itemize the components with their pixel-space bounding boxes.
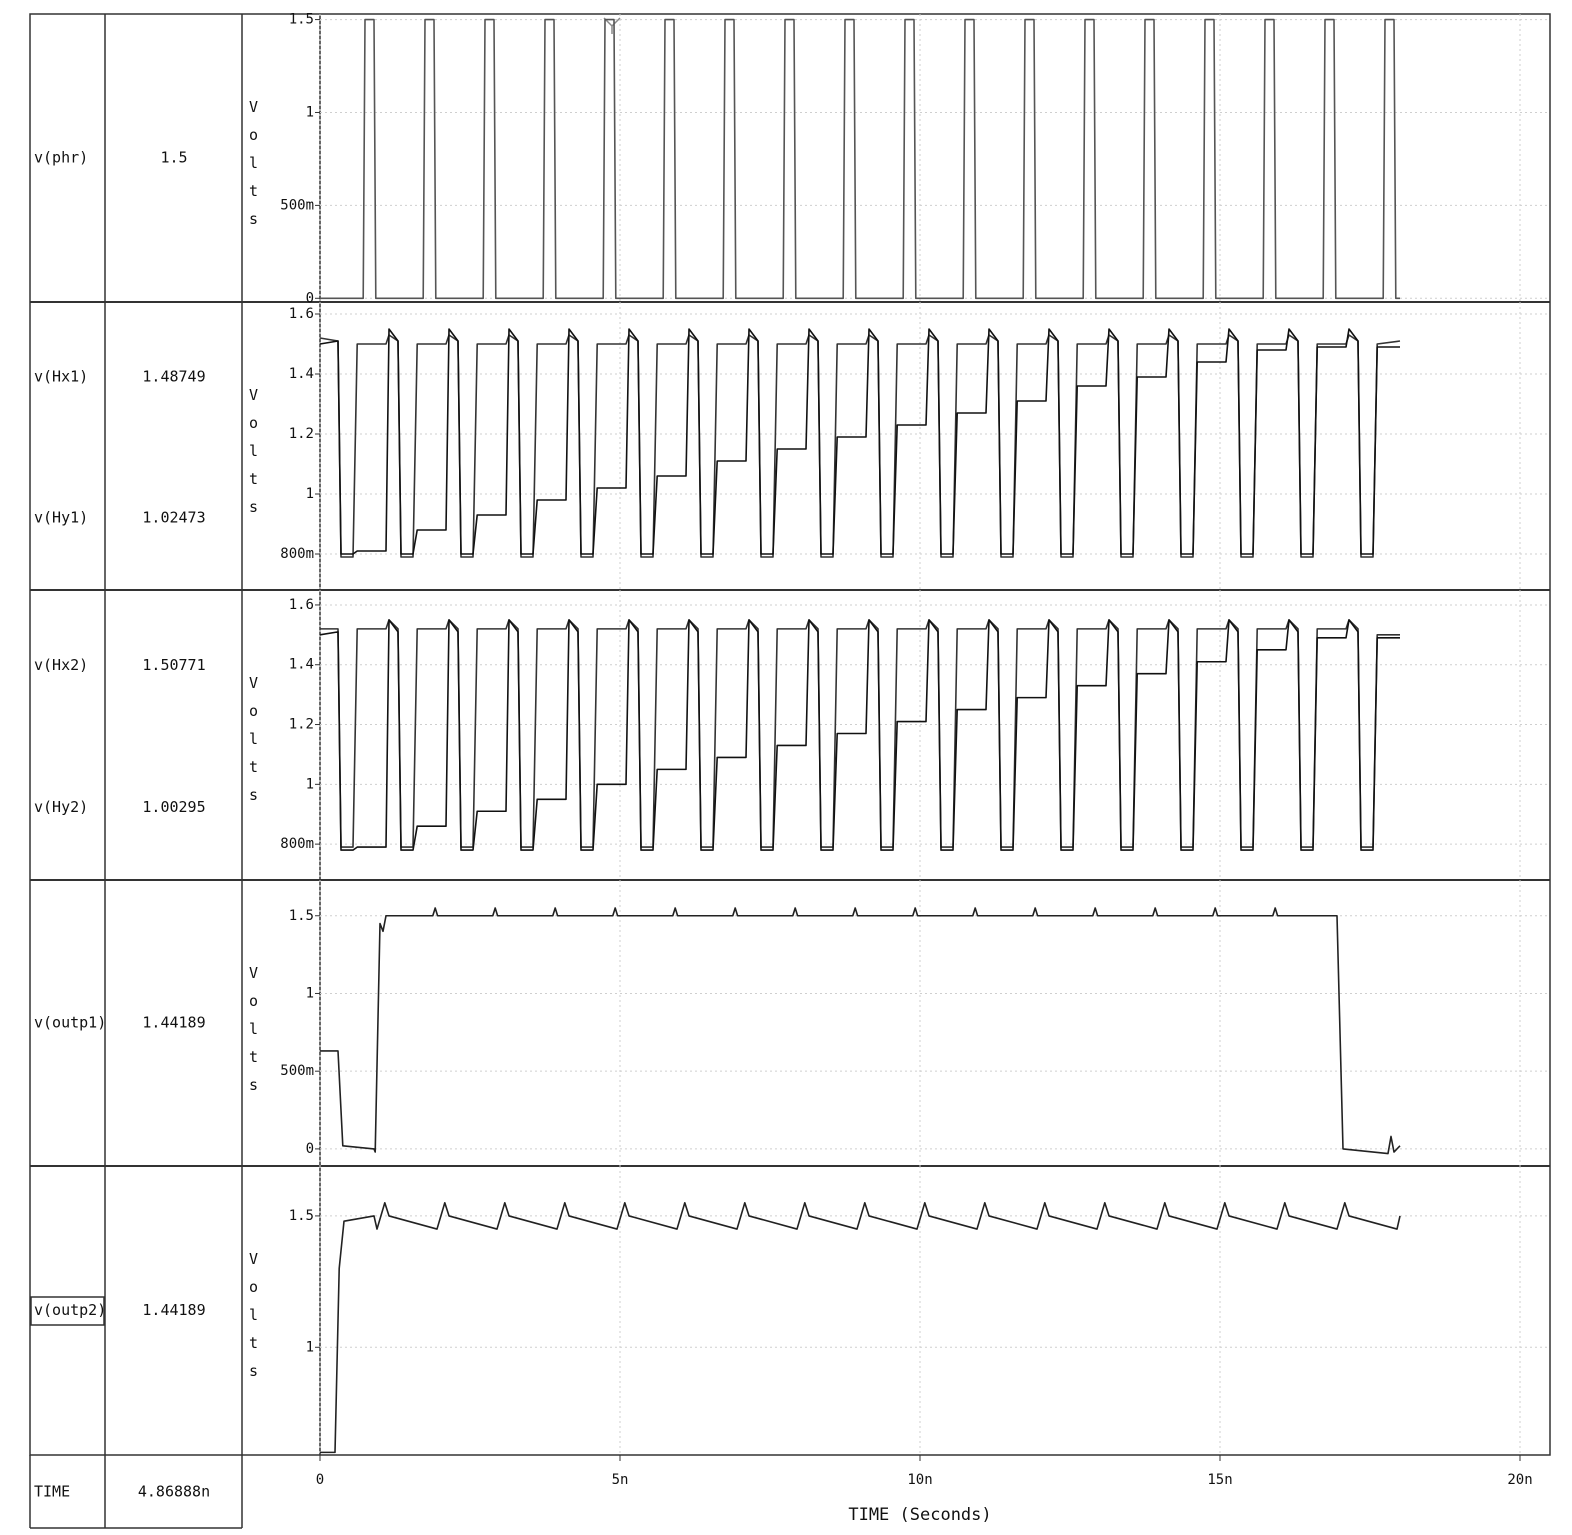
trace [320, 18, 1400, 300]
x-tick-label: 0 [316, 1472, 324, 1488]
signal-name: v(phr) [34, 149, 88, 167]
y-axis-label: Volts [245, 386, 263, 526]
x-tick-label: 15n [1207, 1472, 1232, 1488]
cursor-value: 1.44189 [142, 1014, 205, 1032]
y-tick-label: 500m [280, 197, 314, 213]
cursor-marker [603, 17, 621, 34]
y-axis-label: Volts [245, 674, 263, 814]
signal-name: v(Hx2) [34, 656, 88, 674]
cursor-value: 1.5 [160, 149, 187, 167]
y-tick-label: 1.5 [289, 12, 314, 28]
y-axis-label: Volts [245, 964, 263, 1104]
y-tick-label: 1 [306, 985, 314, 1001]
trace [320, 907, 1401, 1155]
y-tick-label: 1 [306, 486, 314, 502]
signal-name: v(Hx1) [34, 367, 88, 385]
selection-box [30, 1296, 105, 1326]
y-tick-label: 1.4 [289, 657, 314, 673]
signal-name: v(outp2) [34, 1301, 106, 1319]
signal-name: v(Hy1) [34, 509, 88, 527]
trace [319, 619, 1400, 851]
cursor-value: 1.02473 [142, 509, 205, 527]
time-label: TIME [34, 1483, 70, 1501]
y-tick-label: 1.2 [289, 717, 314, 733]
y-tick-label: 1.6 [289, 306, 314, 322]
y-tick-label: 1.2 [289, 426, 314, 442]
y-tick-label: 0 [306, 290, 314, 306]
cursor-value: 1.00295 [142, 798, 205, 816]
time-value: 4.86888n [138, 1483, 210, 1501]
y-tick-label: 1.5 [289, 1208, 314, 1224]
trace [319, 328, 1400, 555]
trace [320, 1201, 1401, 1454]
y-axis-label: Volts [245, 1250, 263, 1390]
x-tick-label: 10n [907, 1472, 932, 1488]
y-tick-label: 1.6 [289, 597, 314, 613]
cursor-value: 1.48749 [142, 367, 205, 385]
x-axis-label: TIME (Seconds) [848, 1505, 991, 1525]
y-tick-label: 1 [306, 104, 314, 120]
y-tick-label: 1 [306, 776, 314, 792]
signal-name: v(outp1) [34, 1014, 106, 1032]
y-axis-label: Volts [245, 98, 263, 238]
y-tick-label: 800m [280, 546, 314, 562]
cursor-value: 1.44189 [142, 1301, 205, 1319]
y-tick-label: 0 [306, 1141, 314, 1157]
x-tick-label: 20n [1507, 1472, 1532, 1488]
x-tick-label: 5n [612, 1472, 629, 1488]
cursor-value: 1.50771 [142, 656, 205, 674]
y-tick-label: 800m [280, 836, 314, 852]
y-tick-label: 1.4 [289, 366, 314, 382]
y-tick-label: 1.5 [289, 908, 314, 924]
frame [29, 13, 1551, 1456]
y-tick-label: 500m [280, 1063, 314, 1079]
y-tick-label: 1 [306, 1339, 314, 1355]
signal-name: v(Hy2) [34, 798, 88, 816]
